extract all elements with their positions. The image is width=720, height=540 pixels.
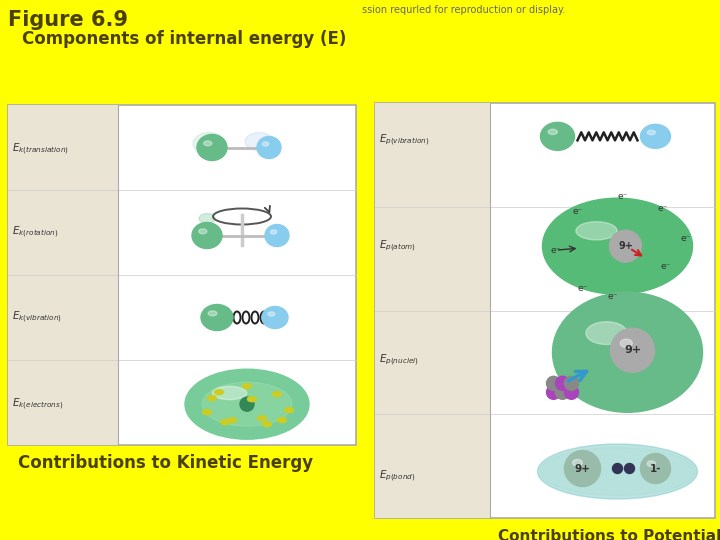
Ellipse shape: [641, 124, 670, 148]
Text: e⁻: e⁻: [572, 207, 582, 215]
Ellipse shape: [215, 390, 223, 395]
Text: $E_{k(rotation)}$: $E_{k(rotation)}$: [12, 225, 58, 240]
Ellipse shape: [564, 450, 600, 487]
Text: $E_{p(atom)}$: $E_{p(atom)}$: [379, 239, 416, 254]
Text: $E_{p(vibration)}$: $E_{p(vibration)}$: [379, 133, 429, 148]
Ellipse shape: [586, 322, 627, 345]
Ellipse shape: [228, 418, 236, 423]
Bar: [8, 105, 118, 445]
Circle shape: [613, 463, 623, 474]
Ellipse shape: [207, 396, 217, 401]
Ellipse shape: [257, 137, 281, 159]
Ellipse shape: [197, 134, 227, 160]
Text: e⁻: e⁻: [607, 292, 618, 301]
Bar: [375, 103, 490, 518]
Ellipse shape: [199, 229, 207, 234]
Text: 9+: 9+: [575, 463, 590, 474]
Ellipse shape: [262, 307, 288, 328]
Ellipse shape: [243, 384, 251, 389]
Ellipse shape: [204, 141, 212, 146]
Text: e⁻: e⁻: [680, 234, 690, 242]
Ellipse shape: [270, 230, 277, 234]
Ellipse shape: [220, 420, 230, 424]
Ellipse shape: [199, 213, 215, 224]
Circle shape: [556, 386, 570, 399]
Ellipse shape: [202, 410, 212, 415]
Circle shape: [556, 376, 570, 390]
Ellipse shape: [572, 460, 582, 466]
Ellipse shape: [284, 408, 294, 413]
Text: ssion requrled for reproduction or display.: ssion requrled for reproduction or displ…: [362, 5, 565, 15]
Text: Components of internal energy (E): Components of internal energy (E): [22, 30, 346, 48]
Ellipse shape: [641, 454, 670, 483]
Text: e⁻: e⁻: [657, 204, 667, 213]
Text: e⁻: e⁻: [617, 192, 628, 201]
Circle shape: [240, 397, 254, 411]
Ellipse shape: [268, 312, 275, 316]
Bar: [490, 522, 715, 540]
Bar: [8, 105, 356, 445]
Ellipse shape: [552, 292, 703, 413]
Text: $E_{p(bond)}$: $E_{p(bond)}$: [379, 469, 415, 484]
Circle shape: [610, 230, 642, 262]
Text: $E_{k(electrons)}$: $E_{k(electrons)}$: [12, 396, 63, 412]
Circle shape: [624, 463, 634, 474]
Ellipse shape: [647, 461, 655, 467]
Ellipse shape: [208, 311, 217, 316]
Ellipse shape: [541, 123, 575, 150]
Ellipse shape: [258, 416, 266, 421]
Ellipse shape: [201, 305, 233, 330]
Text: 9+: 9+: [624, 345, 641, 355]
Ellipse shape: [265, 225, 289, 246]
Circle shape: [564, 386, 578, 399]
Text: Contributions to Potential Energy: Contributions to Potential Energy: [498, 529, 720, 540]
Text: e⁻: e⁻: [577, 284, 588, 293]
Ellipse shape: [540, 448, 695, 496]
Ellipse shape: [538, 444, 698, 499]
Text: 9+: 9+: [618, 241, 633, 251]
Ellipse shape: [272, 392, 282, 397]
Circle shape: [564, 376, 578, 390]
Ellipse shape: [277, 418, 287, 423]
Ellipse shape: [263, 422, 271, 427]
Ellipse shape: [262, 142, 269, 146]
Ellipse shape: [621, 339, 632, 347]
Text: $E_{p(nuclei)}$: $E_{p(nuclei)}$: [379, 353, 419, 368]
Text: $E_{k(vibration)}$: $E_{k(vibration)}$: [12, 310, 62, 325]
Circle shape: [546, 386, 560, 399]
Text: e⁻: e⁻: [660, 262, 671, 271]
Ellipse shape: [576, 222, 617, 240]
Circle shape: [546, 376, 560, 390]
Text: $E_{k(translation)}$: $E_{k(translation)}$: [12, 141, 69, 157]
Ellipse shape: [202, 382, 292, 426]
Text: Figure 6.9: Figure 6.9: [8, 10, 128, 30]
Ellipse shape: [245, 132, 273, 151]
Ellipse shape: [611, 328, 654, 372]
Ellipse shape: [647, 130, 655, 135]
Ellipse shape: [212, 386, 247, 400]
Ellipse shape: [542, 198, 693, 294]
Ellipse shape: [192, 222, 222, 248]
Text: 1-: 1-: [649, 463, 661, 474]
Bar: [375, 103, 715, 518]
Text: e⁻: e⁻: [550, 246, 561, 255]
Ellipse shape: [193, 132, 225, 154]
Text: Contributions to Kinetic Energy: Contributions to Kinetic Energy: [18, 454, 313, 472]
Ellipse shape: [185, 369, 309, 439]
Ellipse shape: [548, 129, 557, 134]
Ellipse shape: [248, 397, 256, 402]
Bar: [8, 449, 356, 477]
